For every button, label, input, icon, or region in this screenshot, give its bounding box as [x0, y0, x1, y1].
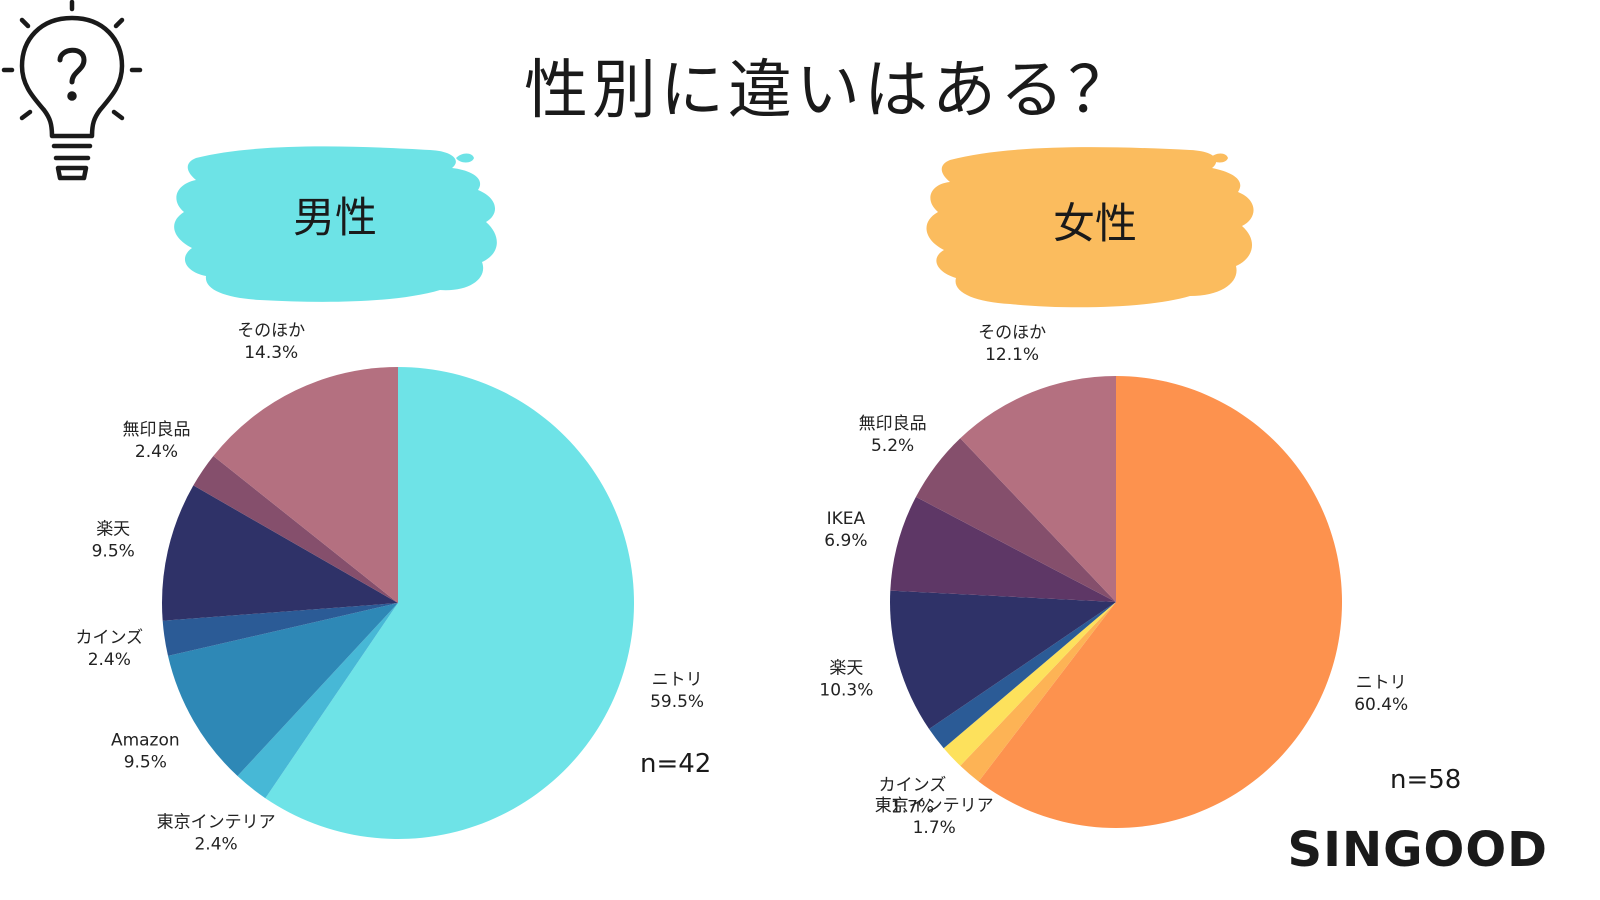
female-slice-1	[960, 602, 1116, 782]
female-slice-3	[929, 602, 1116, 749]
male-slice-1	[237, 603, 398, 799]
female-slice-label-0: ニトリ 60.4%	[1354, 673, 1408, 715]
female-slice-label-6: 無印良品 5.2%	[859, 414, 927, 456]
male-slice-6	[213, 367, 398, 603]
male-slice-3	[162, 603, 398, 656]
female-slice-0	[978, 376, 1343, 828]
page-title: 性別に違いはある？	[524, 54, 1136, 128]
male-slice-0	[265, 366, 635, 839]
male-slice-label-4: 楽天 9.5%	[92, 519, 135, 561]
male-pie-labels: ニトリ 59.5% 東京インテリア 2.4% Amazon 9.5% カインズ 2.4% 楽天 9…	[75, 321, 704, 855]
male-slice-label-0: ニトリ 59.5%	[650, 670, 704, 712]
brand-logo: SINGOOD	[1288, 822, 1548, 878]
female-slice-label-5: IKEA 6.9%	[824, 509, 867, 551]
male-pie-chart	[161, 366, 635, 839]
male-slice-4	[161, 485, 398, 621]
female-slice-label-2: カインズ 1.7%	[879, 775, 947, 817]
female-slice-label-4: 楽天 10.3%	[819, 659, 873, 701]
male-slice-label-3: カインズ 2.4%	[75, 628, 143, 670]
male-slice-label-5: 無印良品 2.4%	[123, 420, 191, 462]
female-sample-size: n=58	[1390, 765, 1461, 795]
female-pie-labels: ニトリ 60.4% 東京インテリア 1.7%カインズ 1.7% 楽天 10.3% IKEA 6.…	[819, 323, 1408, 838]
female-slice-5	[890, 496, 1116, 602]
female-slice-7	[960, 376, 1116, 602]
male-badge: 男性	[174, 146, 497, 302]
female-badge-label: 女性	[1053, 199, 1137, 248]
female-slice-label-1: 東京インテリア 1.7%	[875, 796, 994, 838]
male-slice-label-6: そのほか 14.3%	[237, 321, 305, 363]
female-pie-chart	[890, 376, 1343, 828]
female-badge: 女性	[926, 147, 1254, 308]
male-sample-size: n=42	[640, 749, 711, 779]
female-slice-6	[915, 438, 1116, 602]
female-slice-4	[890, 590, 1116, 730]
male-slice-label-1: 東京インテリア 2.4%	[157, 813, 276, 855]
male-slice-label-2: Amazon 9.5%	[111, 730, 180, 772]
male-badge-label: 男性	[293, 193, 377, 242]
female-slice-label-7: そのほか 12.1%	[978, 323, 1046, 365]
female-slice-2	[943, 602, 1116, 766]
lightbulb-question-icon	[1, 0, 143, 181]
male-slice-2	[168, 603, 398, 777]
male-slice-5	[193, 456, 398, 603]
